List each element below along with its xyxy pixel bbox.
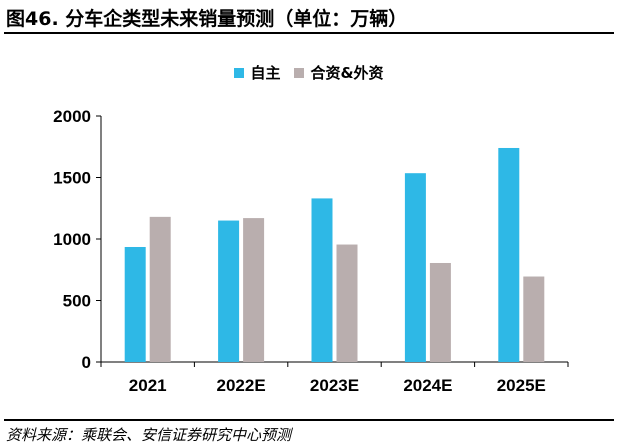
x-tick-label: 2023E (310, 376, 359, 395)
legend-swatch-jv-foreign (294, 67, 305, 78)
y-tick-label: 1500 (53, 169, 91, 188)
x-tick-label: 2024E (403, 376, 452, 395)
bar-domestic-2022E (218, 220, 240, 362)
bar-domestic-2023E (311, 198, 333, 362)
bar-domestic-2021 (124, 246, 146, 362)
y-tick-label: 2000 (53, 107, 91, 126)
bar-jv-foreign-2024E (429, 262, 451, 362)
x-tick-label: 2022E (217, 376, 266, 395)
figure-title: 图46. 分车企类型未来销量预测（单位：万辆） (6, 8, 408, 30)
bar-jv-foreign-2022E (243, 218, 265, 362)
bar-jv-foreign-2023E (336, 244, 358, 362)
title-divider (4, 32, 614, 34)
y-tick-label: 500 (63, 292, 91, 311)
bar-jv-foreign-2025E (523, 276, 545, 362)
chart-legend: 自主 合资&外资 (0, 62, 618, 83)
legend-label-jv-foreign: 合资&外资 (310, 64, 384, 82)
x-tick-label: 2025E (497, 376, 546, 395)
bar-domestic-2024E (404, 173, 426, 362)
x-tick-label: 2021 (129, 376, 167, 395)
legend-item-jv-foreign: 合资&外资 (294, 62, 384, 83)
bar-jv-foreign-2021 (149, 216, 171, 362)
source-divider (4, 419, 614, 421)
y-tick-label: 1000 (53, 230, 91, 249)
legend-label-domestic: 自主 (250, 64, 281, 82)
legend-swatch-domestic (234, 67, 245, 78)
source-note: 资料来源：乘联会、安信证券研究中心预测 (6, 426, 292, 444)
legend-item-domestic: 自主 (234, 62, 280, 83)
y-tick-label: 0 (82, 353, 91, 372)
bar-domestic-2025E (498, 147, 520, 362)
